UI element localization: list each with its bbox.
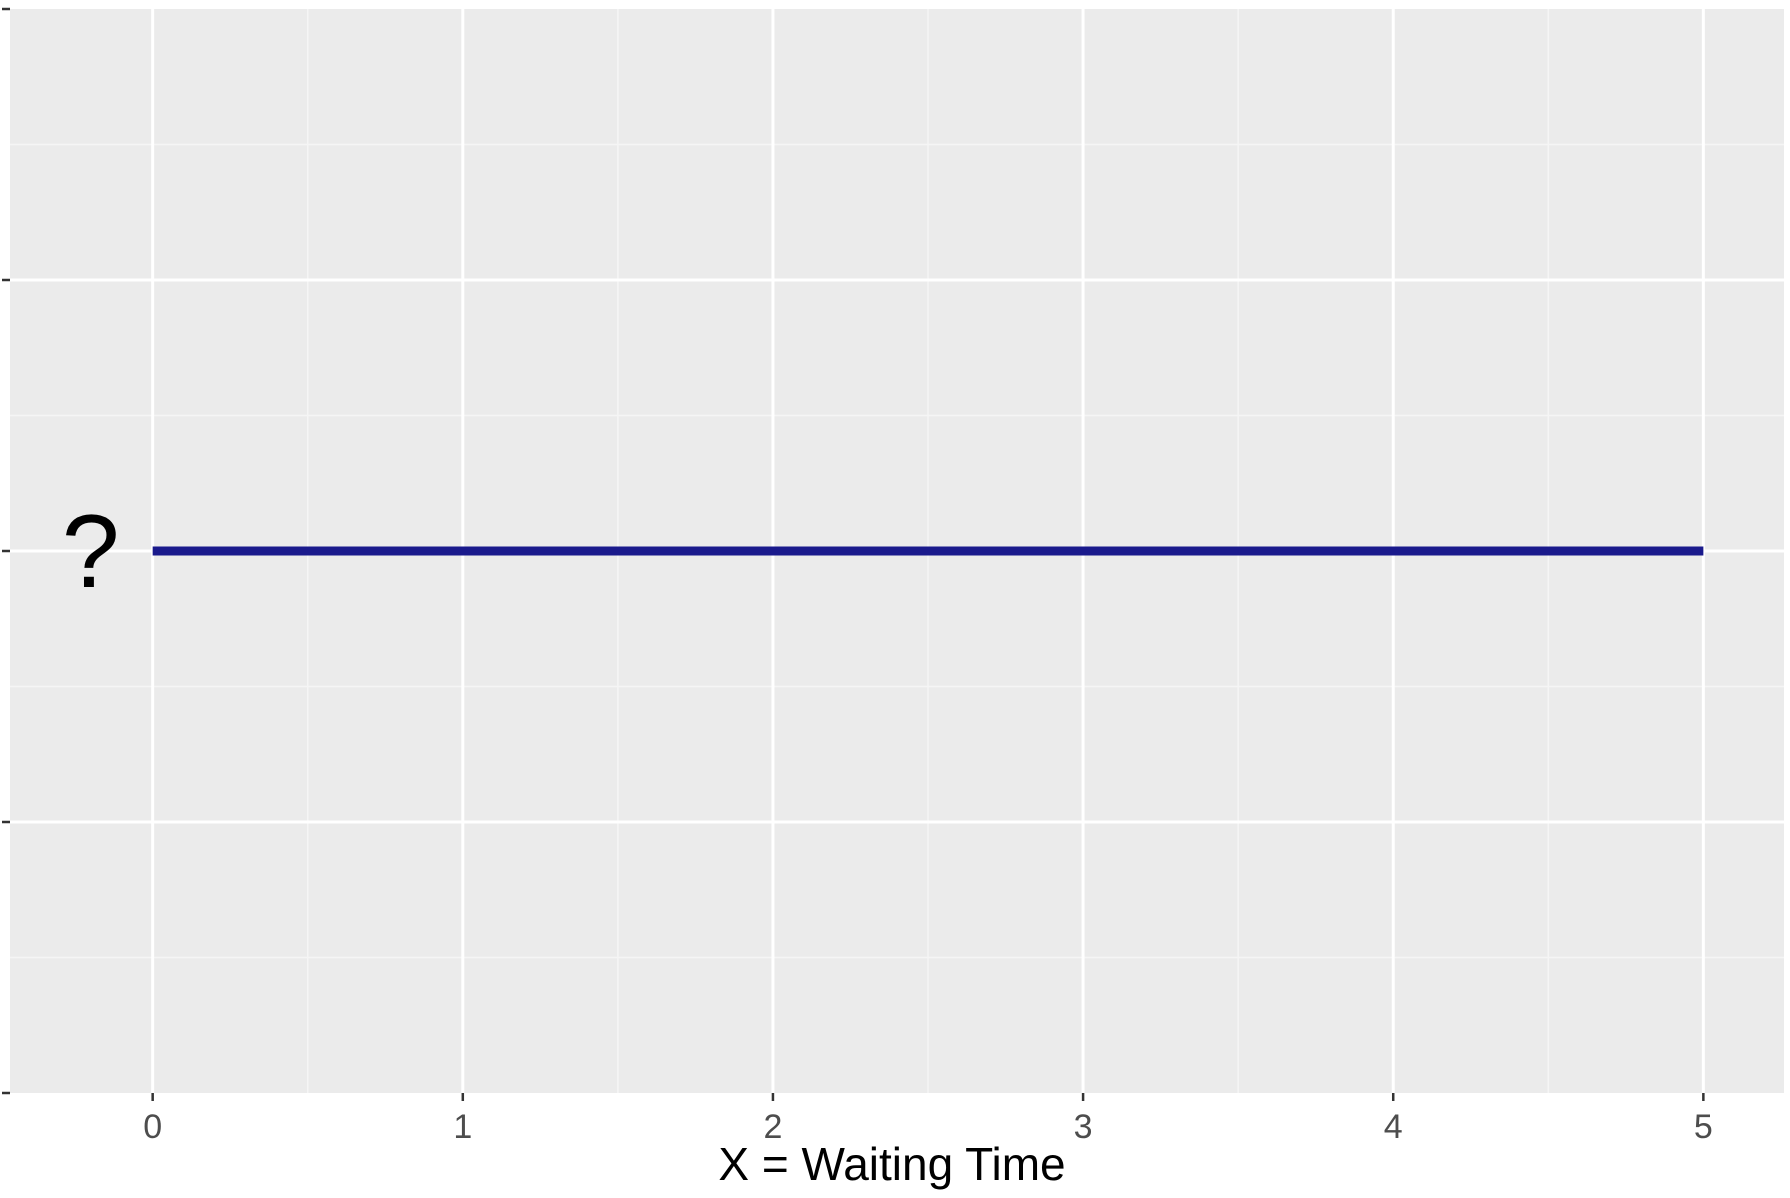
x-axis-ticks: 0 1 2 3 4 5 bbox=[143, 1093, 1713, 1146]
x-tick-label: 5 bbox=[1694, 1108, 1713, 1146]
x-tick-label: 3 bbox=[1074, 1108, 1093, 1146]
x-tick-label: 1 bbox=[453, 1108, 472, 1146]
annotations: ? bbox=[62, 494, 120, 610]
question-mark-annotation: ? bbox=[62, 494, 120, 610]
y-axis-ticks bbox=[2, 7, 10, 1095]
x-axis-title: X = Waiting Time bbox=[718, 1138, 1065, 1190]
x-tick-label: 0 bbox=[143, 1108, 162, 1146]
x-tick-label: 2 bbox=[763, 1108, 782, 1146]
x-tick-label: 4 bbox=[1384, 1108, 1403, 1146]
